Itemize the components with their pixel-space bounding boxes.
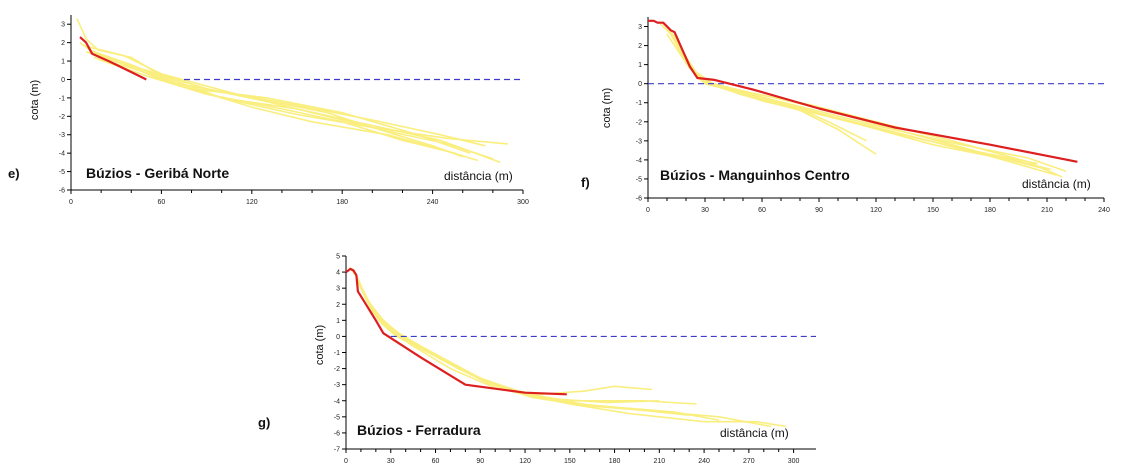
highlighted-profile-line (648, 19, 1078, 163)
panel-label: g) (258, 415, 270, 430)
y-tick-label: -1 (59, 95, 65, 102)
x-tick-label: 120 (870, 207, 882, 214)
profile-line (677, 45, 1063, 178)
x-tick-label: 180 (336, 199, 348, 206)
profile-line (85, 45, 486, 147)
x-tick-label: 300 (788, 458, 800, 465)
x-tick-label: 210 (653, 458, 665, 465)
y-tick-label: 4 (336, 270, 340, 277)
profile-line (357, 279, 772, 428)
y-tick-label: -5 (59, 169, 65, 176)
x-tick-label: 60 (158, 199, 166, 206)
x-tick-label: 0 (69, 199, 73, 206)
x-axis-label: distância (m) (444, 169, 513, 183)
x-tick-label: 0 (646, 207, 650, 214)
y-tick-label: -2 (59, 114, 65, 121)
y-tick-label: -3 (636, 138, 642, 145)
profile-line (366, 298, 690, 416)
profile-line (666, 29, 1048, 171)
y-tick-label: 1 (638, 62, 642, 69)
x-tick-label: 270 (743, 458, 755, 465)
y-tick-label: 0 (61, 77, 65, 84)
x-tick-label: 90 (476, 458, 484, 465)
y-tick-label: 0 (336, 334, 340, 341)
y-tick-label: -4 (636, 157, 642, 164)
x-axis-label: distância (m) (720, 426, 789, 440)
y-tick-label: 3 (336, 286, 340, 293)
y-tick-label: 0 (638, 81, 642, 88)
y-tick-label: -7 (334, 447, 340, 454)
y-tick-label: 2 (61, 40, 65, 47)
chart-title: Búzios - Ferradura (357, 422, 481, 438)
y-tick-label: -6 (59, 188, 65, 195)
x-tick-label: 60 (432, 458, 440, 465)
x-tick-label: 0 (344, 458, 348, 465)
x-tick-label: 120 (519, 458, 531, 465)
x-tick-label: 240 (698, 458, 710, 465)
x-tick-label: 180 (984, 207, 996, 214)
y-tick-label: -3 (334, 382, 340, 389)
x-axis-label: distância (m) (1022, 177, 1091, 191)
profile-line (670, 31, 877, 155)
x-tick-label: 90 (815, 207, 823, 214)
y-tick-label: 3 (61, 22, 65, 29)
chart-title: Búzios - Geribá Norte (86, 165, 229, 181)
chart-panel-e: 3 2 1 0 -1 -2 -3 -4 -5 -6 0 60 120 180 240 300 cota (m) B… (8, 15, 529, 206)
y-tick-label: -4 (334, 398, 340, 405)
chart-title: Búzios - Manguinhos Centro (660, 167, 850, 183)
x-tick-label: 240 (1098, 207, 1110, 214)
x-tick-label: 60 (758, 207, 766, 214)
y-tick-label: -6 (636, 196, 642, 203)
y-tick-label: -5 (334, 414, 340, 421)
y-tick-label: -2 (334, 366, 340, 373)
x-tick-label: 210 (1041, 207, 1053, 214)
y-tick-label: 5 (336, 254, 340, 261)
x-tick-label: 30 (387, 458, 395, 465)
y-tick-label: 3 (638, 24, 642, 31)
x-tick-label: 300 (517, 199, 529, 206)
profile-line (658, 22, 1067, 173)
y-axis-label: cota (m) (314, 325, 326, 365)
x-tick-label: 180 (609, 458, 621, 465)
profile-line (673, 37, 1038, 165)
y-tick-label: 1 (61, 59, 65, 66)
profile-line (76, 18, 508, 145)
profile-line (360, 287, 787, 428)
profile-line (97, 58, 456, 154)
x-tick-label: 30 (701, 207, 709, 214)
y-tick-label: -1 (334, 350, 340, 357)
x-tick-label: 150 (927, 207, 939, 214)
panel-label: e) (8, 166, 20, 181)
panel-label: f) (581, 175, 590, 190)
x-tick-label: 120 (246, 199, 258, 206)
y-tick-label: -2 (636, 119, 642, 126)
highlighted-profile-line (79, 36, 147, 81)
y-axis-label: cota (m) (601, 88, 613, 128)
y-tick-label: 2 (336, 302, 340, 309)
profile-line (363, 294, 660, 404)
y-axis-label: cota (m) (29, 80, 41, 120)
x-tick-label: 150 (564, 458, 576, 465)
y-tick-label: -1 (636, 100, 642, 107)
y-tick-label: -6 (334, 430, 340, 437)
profile-line (88, 49, 463, 158)
y-tick-label: 1 (336, 318, 340, 325)
y-tick-label: 2 (638, 43, 642, 50)
x-tick-label: 240 (427, 199, 439, 206)
profile-line (666, 33, 867, 142)
y-tick-label: -5 (636, 176, 642, 183)
y-tick-label: -4 (59, 151, 65, 158)
highlighted-profile-line (345, 267, 567, 396)
y-tick-label: -3 (59, 132, 65, 139)
